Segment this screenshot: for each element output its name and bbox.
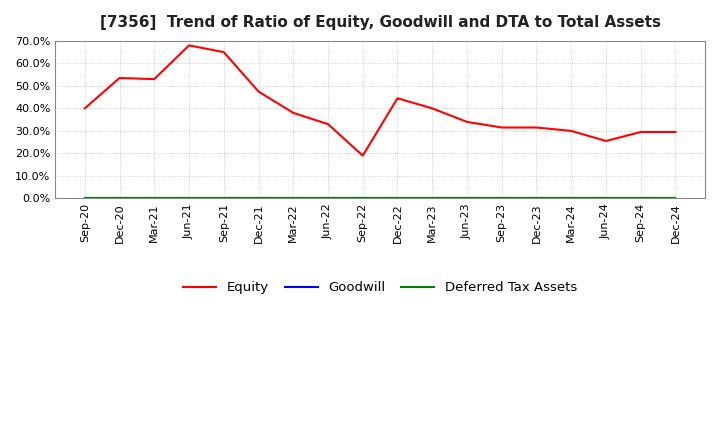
Goodwill	[150, 196, 158, 201]
Equity	[671, 129, 680, 135]
Goodwill	[115, 196, 124, 201]
Equity	[428, 106, 436, 111]
Goodwill	[567, 196, 575, 201]
Goodwill	[602, 196, 611, 201]
Goodwill	[185, 196, 194, 201]
Goodwill	[359, 196, 367, 201]
Goodwill	[532, 196, 541, 201]
Equity	[567, 128, 575, 133]
Deferred Tax Assets	[498, 196, 506, 201]
Deferred Tax Assets	[324, 196, 333, 201]
Deferred Tax Assets	[671, 196, 680, 201]
Deferred Tax Assets	[463, 196, 472, 201]
Deferred Tax Assets	[220, 196, 228, 201]
Deferred Tax Assets	[636, 196, 645, 201]
Title: [7356]  Trend of Ratio of Equity, Goodwill and DTA to Total Assets: [7356] Trend of Ratio of Equity, Goodwil…	[99, 15, 661, 30]
Deferred Tax Assets	[428, 196, 436, 201]
Goodwill	[636, 196, 645, 201]
Goodwill	[393, 196, 402, 201]
Deferred Tax Assets	[532, 196, 541, 201]
Equity	[150, 77, 158, 82]
Equity	[498, 125, 506, 130]
Line: Equity: Equity	[85, 45, 675, 156]
Equity	[359, 153, 367, 158]
Deferred Tax Assets	[393, 196, 402, 201]
Equity	[185, 43, 194, 48]
Deferred Tax Assets	[254, 196, 263, 201]
Deferred Tax Assets	[115, 196, 124, 201]
Goodwill	[671, 196, 680, 201]
Equity	[115, 75, 124, 81]
Equity	[81, 106, 89, 111]
Equity	[254, 89, 263, 94]
Equity	[220, 49, 228, 55]
Legend: Equity, Goodwill, Deferred Tax Assets: Equity, Goodwill, Deferred Tax Assets	[178, 276, 582, 299]
Goodwill	[498, 196, 506, 201]
Goodwill	[324, 196, 333, 201]
Deferred Tax Assets	[81, 196, 89, 201]
Deferred Tax Assets	[150, 196, 158, 201]
Equity	[532, 125, 541, 130]
Goodwill	[463, 196, 472, 201]
Deferred Tax Assets	[185, 196, 194, 201]
Goodwill	[81, 196, 89, 201]
Deferred Tax Assets	[359, 196, 367, 201]
Equity	[324, 121, 333, 127]
Goodwill	[289, 196, 297, 201]
Equity	[463, 119, 472, 125]
Equity	[393, 95, 402, 101]
Equity	[289, 110, 297, 116]
Deferred Tax Assets	[289, 196, 297, 201]
Equity	[602, 138, 611, 143]
Goodwill	[254, 196, 263, 201]
Deferred Tax Assets	[602, 196, 611, 201]
Equity	[636, 129, 645, 135]
Goodwill	[220, 196, 228, 201]
Goodwill	[428, 196, 436, 201]
Deferred Tax Assets	[567, 196, 575, 201]
